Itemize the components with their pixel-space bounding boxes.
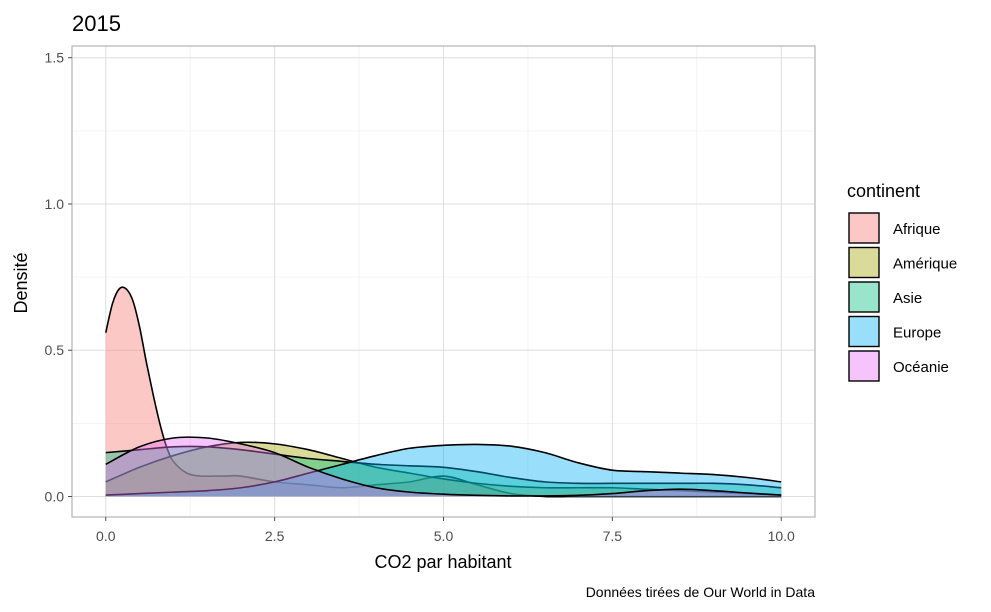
grid-lines [72, 46, 815, 517]
legend-label: Europe [893, 325, 941, 342]
density-area-amérique [105, 442, 782, 497]
caption: Données tirées de Our World in Data [586, 584, 816, 600]
y-tick-label: 0.0 [45, 489, 65, 505]
y-axis-ticks: 0.0 0.5 1.0 1.5 [45, 50, 72, 505]
x-tick-label: 7.5 [603, 528, 623, 544]
density-area-europe [105, 444, 782, 497]
legend-swatch [848, 212, 880, 244]
density-line-europe [105, 443, 782, 496]
x-tick-label: 5.0 [434, 528, 454, 544]
density-line-amérique [105, 441, 782, 496]
density-line-asie [105, 445, 782, 489]
x-axis-ticks: 0.0 2.5 5.0 7.5 10.0 [96, 517, 795, 544]
density-area-afrique [105, 287, 782, 497]
x-tick-label: 10.0 [768, 528, 795, 544]
y-axis-title: Densité [11, 252, 31, 313]
y-tick-label: 0.5 [45, 342, 65, 358]
legend-swatch [848, 281, 880, 313]
legend-key-bg [848, 315, 880, 348]
legend-title: continent [847, 181, 920, 201]
x-axis-title: CO2 par habitant [374, 552, 511, 572]
density-areas [104, 286, 782, 498]
legend-label: Amérique [893, 256, 957, 273]
legend-key-bg [848, 246, 880, 279]
legend-key-bg [848, 212, 880, 244]
y-tick-label: 1.5 [45, 50, 65, 66]
x-tick-label: 0.0 [96, 528, 116, 544]
legend-key-bg [848, 350, 880, 382]
legend: continent Afrique Amérique Asie Europe Océan… [847, 181, 957, 382]
density-area-océanie [105, 437, 782, 497]
legend-swatch [848, 350, 880, 382]
chart-title: 2015 [72, 11, 121, 36]
legend-swatch [848, 315, 880, 348]
legend-label: Asie [893, 290, 922, 307]
plot-panel [71, 45, 816, 518]
legend-label: Océanie [893, 359, 949, 376]
legend-key-bg [848, 281, 880, 313]
y-tick-label: 1.0 [45, 196, 65, 212]
legend-label: Afrique [893, 221, 941, 238]
density-line-océanie [105, 436, 782, 497]
legend-swatch [848, 246, 880, 279]
x-tick-label: 2.5 [265, 528, 285, 544]
density-line-afrique [104, 286, 782, 498]
